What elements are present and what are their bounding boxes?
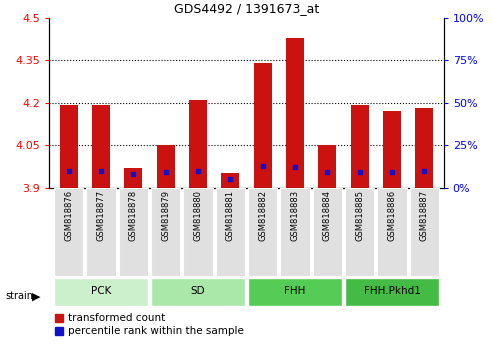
FancyBboxPatch shape: [345, 188, 374, 276]
FancyBboxPatch shape: [410, 188, 439, 276]
FancyBboxPatch shape: [248, 278, 342, 306]
FancyBboxPatch shape: [248, 188, 277, 276]
Text: strain: strain: [5, 291, 33, 301]
Text: SD: SD: [191, 286, 205, 296]
Bar: [124, 168, 142, 188]
FancyBboxPatch shape: [281, 188, 310, 276]
Text: FHH.Pkhd1: FHH.Pkhd1: [363, 286, 421, 296]
Text: GSM818882: GSM818882: [258, 190, 267, 241]
FancyBboxPatch shape: [151, 278, 245, 306]
FancyBboxPatch shape: [54, 278, 148, 306]
Bar: [157, 145, 175, 188]
Text: GSM818881: GSM818881: [226, 190, 235, 241]
Bar: [318, 145, 336, 188]
Text: GSM818879: GSM818879: [161, 190, 170, 241]
FancyBboxPatch shape: [119, 188, 148, 276]
Text: GSM818880: GSM818880: [194, 190, 203, 241]
Legend: transformed count, percentile rank within the sample: transformed count, percentile rank withi…: [55, 313, 244, 336]
FancyBboxPatch shape: [151, 188, 180, 276]
Text: GSM818877: GSM818877: [97, 190, 106, 241]
Text: PCK: PCK: [91, 286, 111, 296]
Bar: [351, 105, 369, 188]
Bar: [286, 38, 304, 188]
Text: GSM818887: GSM818887: [420, 190, 429, 241]
Bar: [221, 173, 239, 188]
Text: GSM818876: GSM818876: [64, 190, 73, 241]
FancyBboxPatch shape: [345, 278, 439, 306]
Bar: [92, 105, 110, 188]
FancyBboxPatch shape: [216, 188, 245, 276]
Text: GSM818883: GSM818883: [290, 190, 299, 241]
Text: GSM818886: GSM818886: [387, 190, 396, 241]
Bar: [416, 108, 433, 188]
Text: ▶: ▶: [32, 291, 40, 301]
Bar: [383, 111, 401, 188]
Bar: [60, 105, 77, 188]
Text: FHH: FHH: [284, 286, 306, 296]
Text: GSM818878: GSM818878: [129, 190, 138, 241]
FancyBboxPatch shape: [86, 188, 115, 276]
FancyBboxPatch shape: [313, 188, 342, 276]
Text: GSM818885: GSM818885: [355, 190, 364, 241]
FancyBboxPatch shape: [54, 188, 83, 276]
Bar: [254, 63, 272, 188]
Bar: [189, 100, 207, 188]
FancyBboxPatch shape: [183, 188, 212, 276]
Title: GDS4492 / 1391673_at: GDS4492 / 1391673_at: [174, 2, 319, 15]
Text: GSM818884: GSM818884: [323, 190, 332, 241]
FancyBboxPatch shape: [378, 188, 407, 276]
